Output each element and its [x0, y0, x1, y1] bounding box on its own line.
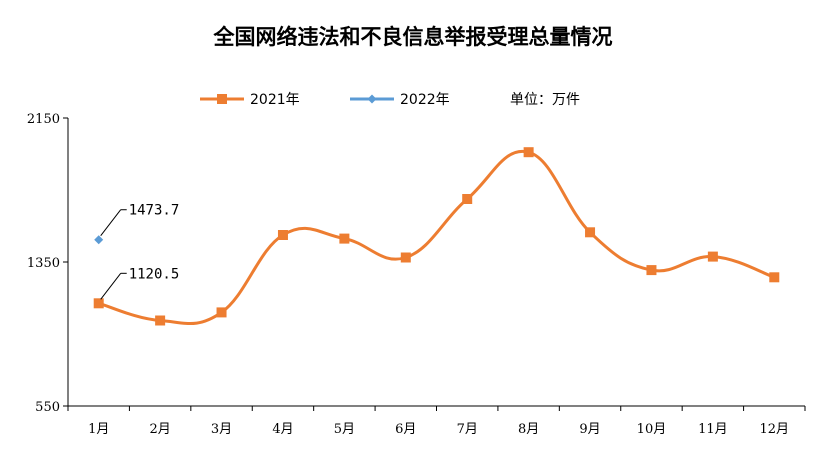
- data-point: [216, 307, 227, 318]
- unit-note: 单位：万件: [510, 92, 580, 108]
- y-tick-label: 2150: [27, 112, 60, 127]
- y-tick-label: 1350: [27, 256, 60, 271]
- chart-title: 全国网络违法和不良信息举报受理总量情况: [213, 24, 613, 49]
- x-tick-label: 10月: [637, 422, 667, 437]
- legend: 2021年 2022年: [200, 92, 450, 108]
- annotation-label: 1120.5: [129, 266, 180, 282]
- legend-swatch-marker: [367, 94, 377, 104]
- x-tick-label: 8月: [518, 422, 539, 437]
- x-tick-label: 2月: [149, 422, 170, 437]
- x-tick-label: 7月: [457, 422, 478, 437]
- data-point: [155, 315, 166, 326]
- data-point: [277, 230, 288, 240]
- annotations: 1473.7 1120.5: [100, 203, 180, 300]
- annotation-label: 1473.7: [129, 203, 180, 219]
- x-tick-label: 6月: [395, 422, 416, 437]
- legend-label: 2022年: [400, 92, 450, 108]
- x-tick-label: 3月: [211, 422, 232, 437]
- data-point: [93, 298, 104, 309]
- axes: 550 1350 2150 1月 2月 3月 4月 5月 6月 7月 8月 9月 10月 11月 12月: [27, 112, 806, 437]
- data-point: [707, 251, 718, 262]
- series-2: [94, 235, 104, 245]
- data-point: [339, 233, 350, 244]
- annotation-leader: [100, 273, 122, 300]
- data-point: [94, 235, 104, 245]
- data-point: [585, 227, 596, 238]
- y-tick-label: 550: [35, 400, 60, 415]
- x-tick-label: 12月: [760, 422, 790, 437]
- legend-item: 2022年: [350, 92, 450, 108]
- data-point: [769, 272, 780, 283]
- x-tick-label: 5月: [334, 422, 355, 437]
- x-tick-label: 11月: [698, 422, 728, 437]
- x-tick-label: 1月: [88, 422, 109, 437]
- series-1: [93, 147, 780, 326]
- data-point: [462, 194, 473, 204]
- data-point: [646, 265, 657, 276]
- data-point: [400, 252, 411, 263]
- legend-swatch-marker: [217, 94, 227, 104]
- series-line: [98, 149, 775, 325]
- legend-item: 2021年: [200, 92, 300, 108]
- series-layer: [93, 147, 780, 326]
- data-point: [523, 147, 534, 158]
- x-tick-label: 9月: [579, 422, 600, 437]
- legend-label: 2021年: [250, 92, 300, 108]
- x-tick-label: 4月: [272, 422, 293, 437]
- annotation-leader: [100, 209, 122, 237]
